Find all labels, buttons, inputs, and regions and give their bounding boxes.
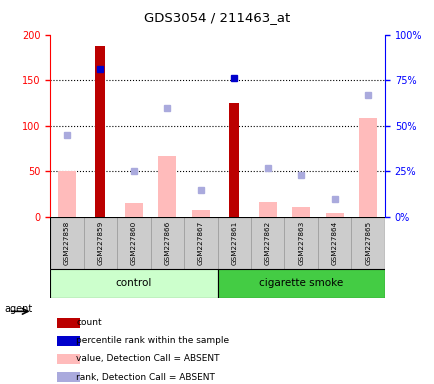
Text: GSM227864: GSM227864 xyxy=(331,221,337,265)
Bar xyxy=(258,202,276,217)
Bar xyxy=(124,203,143,217)
Text: value, Detection Call = ABSENT: value, Detection Call = ABSENT xyxy=(76,354,219,363)
Text: GSM227867: GSM227867 xyxy=(197,221,203,265)
Bar xyxy=(184,217,217,269)
Bar xyxy=(117,217,150,269)
Bar xyxy=(217,217,250,269)
Text: GSM227858: GSM227858 xyxy=(64,221,69,265)
Bar xyxy=(56,318,80,328)
Text: GDS3054 / 211463_at: GDS3054 / 211463_at xyxy=(144,12,290,25)
Bar xyxy=(95,46,105,217)
Bar xyxy=(150,217,184,269)
Text: GSM227865: GSM227865 xyxy=(365,221,370,265)
Bar xyxy=(50,217,83,269)
Text: GSM227863: GSM227863 xyxy=(298,221,303,265)
Bar xyxy=(83,217,117,269)
Bar xyxy=(291,207,310,217)
Bar xyxy=(284,217,317,269)
Bar xyxy=(158,156,176,217)
Text: GSM227862: GSM227862 xyxy=(264,221,270,265)
Bar xyxy=(50,269,217,298)
Bar xyxy=(56,354,80,364)
Bar xyxy=(250,217,284,269)
Text: rank, Detection Call = ABSENT: rank, Detection Call = ABSENT xyxy=(76,372,214,382)
Text: GSM227859: GSM227859 xyxy=(97,221,103,265)
Bar xyxy=(229,103,239,217)
Text: GSM227866: GSM227866 xyxy=(164,221,170,265)
Bar xyxy=(56,336,80,346)
Bar xyxy=(57,171,76,217)
Text: GSM227861: GSM227861 xyxy=(231,221,237,265)
Bar xyxy=(191,210,210,217)
Text: agent: agent xyxy=(4,304,33,314)
Text: cigarette smoke: cigarette smoke xyxy=(259,278,342,288)
Text: GSM227860: GSM227860 xyxy=(131,221,136,265)
Bar xyxy=(217,269,384,298)
Bar xyxy=(358,119,377,217)
Bar xyxy=(351,217,384,269)
Bar xyxy=(317,217,351,269)
Bar xyxy=(56,372,80,382)
Bar xyxy=(325,214,343,217)
Text: control: control xyxy=(115,278,151,288)
Text: count: count xyxy=(76,318,102,327)
Text: percentile rank within the sample: percentile rank within the sample xyxy=(76,336,229,345)
